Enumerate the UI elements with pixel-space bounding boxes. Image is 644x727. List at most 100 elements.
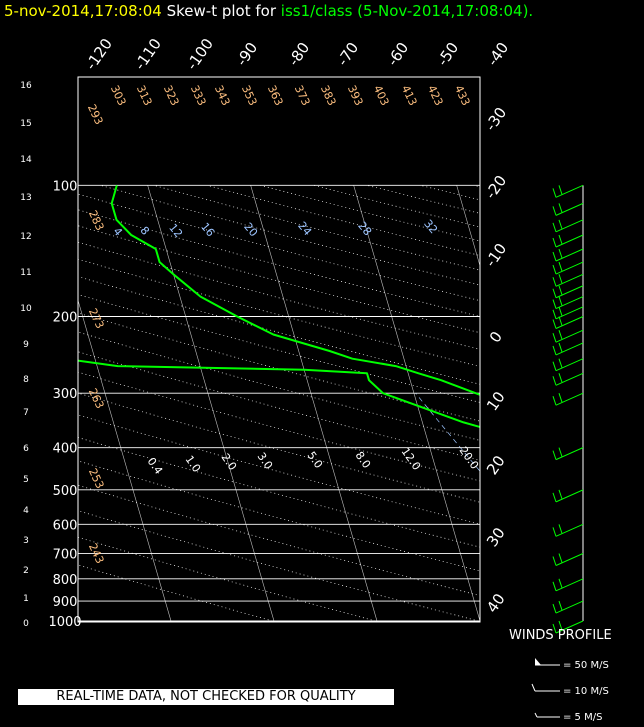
wind-barb-flag	[558, 185, 563, 195]
isotherm-label: 20	[483, 452, 509, 478]
height-tick-label: 6	[23, 444, 29, 454]
wind-barb-flag	[552, 251, 557, 262]
mixing-ratio-label: 5.0	[305, 449, 326, 471]
wind-barb-flag	[558, 524, 563, 534]
wind-barb	[552, 219, 584, 233]
isotherm-label: -120	[82, 35, 116, 73]
wind-key-graphics	[531, 658, 560, 718]
wind-barb-staff	[555, 285, 584, 299]
isotherm-line	[456, 185, 480, 267]
pressure-tick-label: 200	[53, 310, 78, 325]
wind-barb-staff	[555, 316, 584, 329]
wind-barb-staff	[555, 219, 584, 233]
wind-barb-flag	[558, 306, 563, 316]
dry-adiabat-label: 433	[452, 83, 473, 108]
dry-adiabat-label: 373	[292, 83, 313, 108]
height-tick-label: 14	[20, 155, 32, 165]
height-tick-label: 0	[23, 619, 29, 629]
height-tick-label: 2	[23, 566, 29, 576]
dry-adiabat-label: 323	[161, 83, 182, 108]
dry-adiabat-label: 383	[318, 83, 339, 108]
dry-adiabat-label: 293	[85, 102, 106, 127]
isotherm-label: -20	[482, 172, 511, 202]
wind-barb	[552, 447, 584, 461]
wind-barb	[552, 358, 584, 372]
wind-barb-flag	[552, 345, 557, 356]
dry-adiabat	[78, 437, 480, 548]
wind-key-50-label: = 50 M/S	[563, 660, 609, 671]
wind-barb-staff	[555, 372, 584, 386]
dry-adiabat	[154, 185, 480, 271]
wind-barb-flag	[558, 219, 563, 230]
pressure-tick-label: 100	[53, 179, 78, 194]
wind-barb	[552, 248, 584, 262]
dry-adiabat	[420, 185, 480, 201]
wind-barb-flag	[558, 234, 563, 245]
pressure-tick-label: 800	[53, 573, 78, 588]
height-tick-label: 10	[20, 304, 32, 314]
wind-key-10-barb	[531, 683, 560, 692]
wind-barb-flag	[552, 361, 557, 371]
wind-barb-staff	[555, 489, 584, 503]
wind-barb	[552, 372, 584, 386]
mixing-ratio-label: 24	[295, 219, 314, 238]
chart-title: 5-nov-2014,17:08:04 Skew-t plot for iss1…	[4, 2, 533, 20]
pressure-tick-label: 400	[53, 442, 78, 457]
wind-barb-flag	[552, 556, 557, 566]
wind-barb-staff	[555, 248, 584, 262]
wind-barb-staff	[555, 306, 584, 320]
height-tick-label: 3	[23, 536, 29, 546]
wind-barb-flag	[558, 296, 563, 306]
wind-barb-flag	[552, 333, 557, 343]
wind-barb-flag	[552, 450, 557, 460]
dry-adiabat-label: 393	[345, 83, 366, 108]
plot-area	[78, 184, 644, 622]
wind-barb-flag	[558, 578, 563, 588]
mixing-ratio-label: 12.0	[399, 445, 424, 473]
dry-adiabat-label: 403	[371, 83, 392, 108]
isotherm-label: -70	[334, 39, 363, 69]
height-tick-label: 12	[20, 232, 31, 242]
mixing-ratio-label: 20	[241, 220, 260, 239]
isotherm-label: -80	[285, 39, 314, 69]
wind-barb-flag	[558, 285, 563, 295]
isotherm-label: -110	[131, 35, 165, 73]
wind-barb-flag	[558, 489, 563, 500]
mixing-ratio-label: 20.0	[457, 444, 482, 472]
wind-barb	[552, 184, 584, 198]
mixing-ratio-label: 4	[110, 225, 124, 239]
wind-barb-flag	[552, 309, 557, 319]
wind-barb-flag	[552, 206, 557, 216]
isotherm-label: 10	[483, 388, 509, 414]
dry-adiabat-label: 363	[265, 83, 286, 108]
wind-barb-staff	[555, 202, 584, 216]
wind-barb-flag	[552, 623, 557, 634]
mixing-ratio-line	[415, 392, 480, 472]
title-middle: Skew-t plot for	[166, 2, 276, 20]
wind-barb	[552, 342, 584, 356]
pressure-tick-label: 600	[53, 518, 78, 533]
wind-barb-flag	[552, 237, 557, 248]
pressure-tick-label: 1000	[48, 615, 81, 630]
wind-barb-staff	[555, 358, 584, 372]
wind-barb	[552, 306, 584, 320]
wind-barb-staff	[555, 578, 584, 592]
wind-barb-staff	[555, 273, 584, 287]
wind-barb	[552, 600, 584, 614]
wind-barb	[552, 202, 584, 216]
mixing-ratio-label: 8.0	[353, 449, 374, 471]
isotherm-line	[560, 185, 644, 621]
isotherm-label: -50	[434, 39, 463, 69]
wind-barb	[552, 489, 584, 503]
height-tick-label: 13	[20, 193, 31, 203]
isotherm-line	[250, 185, 378, 622]
isotherm-label: -90	[233, 39, 262, 69]
wind-barb-flag	[552, 376, 557, 386]
wind-barb-flag	[558, 620, 563, 631]
wind-barb-flag	[558, 600, 563, 611]
isotherm-label: 0	[486, 328, 506, 346]
wind-barb	[552, 329, 584, 343]
wind-barb-flag	[552, 527, 557, 537]
wind-barb	[552, 392, 584, 406]
